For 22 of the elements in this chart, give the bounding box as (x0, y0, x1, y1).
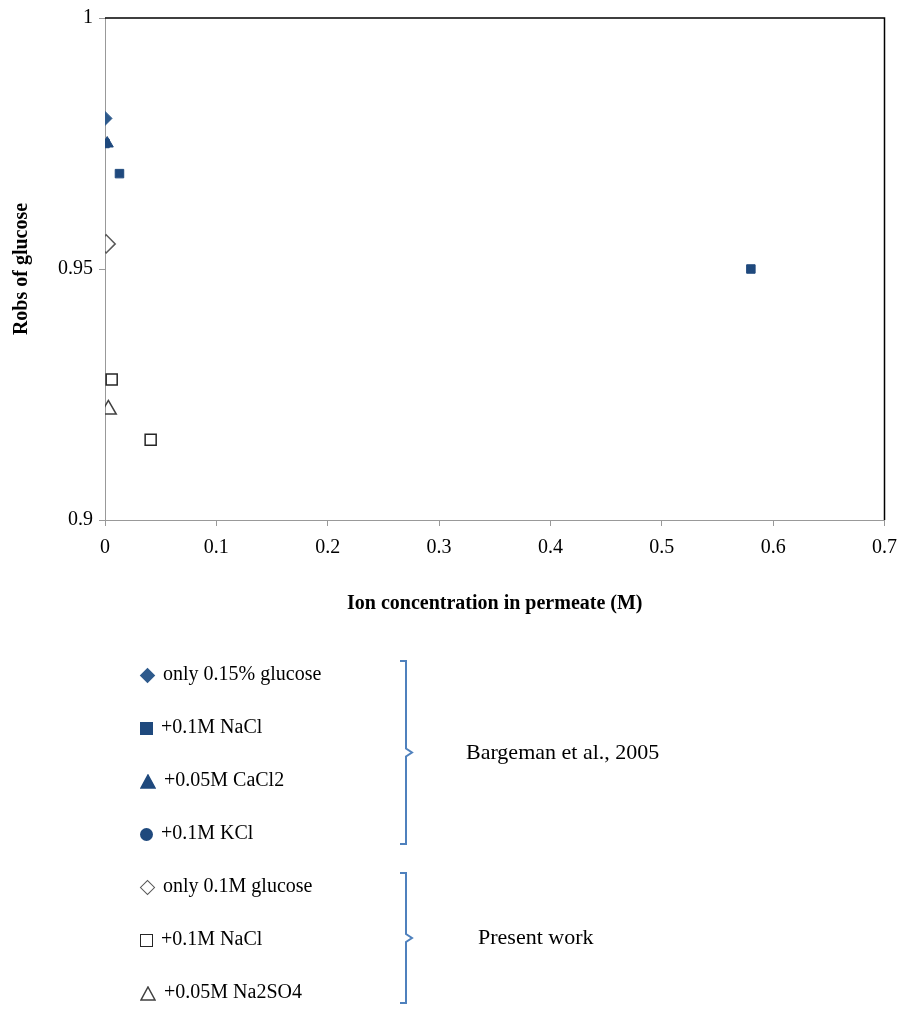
x-tick-label: 0.4 (537, 535, 563, 558)
legend-label: +0.1M NaCl (161, 715, 263, 737)
text: Present work (478, 924, 594, 950)
text: Bargeman et al., 2005 (466, 738, 660, 765)
legend-label: only 0.1M glucose (163, 874, 313, 896)
legend-label: only 0.15% glucose (163, 662, 322, 684)
legend-label: +0.1M NaCl (161, 927, 263, 949)
x-tick-label: 0.7 (872, 535, 897, 558)
y-axis-title: Robs of glucose (9, 202, 33, 336)
y-tick-label: 1 (83, 5, 93, 28)
x-axis-title: Ion concentration in permeate (M) (347, 591, 643, 615)
x-tick-label: 0 (100, 535, 110, 558)
legend-label: +0.05M CaCl2 (164, 768, 285, 790)
y-tick-label: 0.95 (58, 256, 93, 279)
x-tick-label: 0.3 (426, 535, 452, 558)
x-tick-label: 0.2 (315, 535, 341, 558)
x-tick-label: 0.1 (203, 535, 229, 558)
x-tick-label: 0.5 (649, 535, 675, 558)
legend-label: +0.1M KCl (161, 821, 254, 843)
legend-label: +0.05M Na2SO4 (164, 980, 302, 1002)
x-tick-label: 0.6 (760, 535, 786, 558)
y-tick-label: 0.9 (68, 507, 93, 530)
